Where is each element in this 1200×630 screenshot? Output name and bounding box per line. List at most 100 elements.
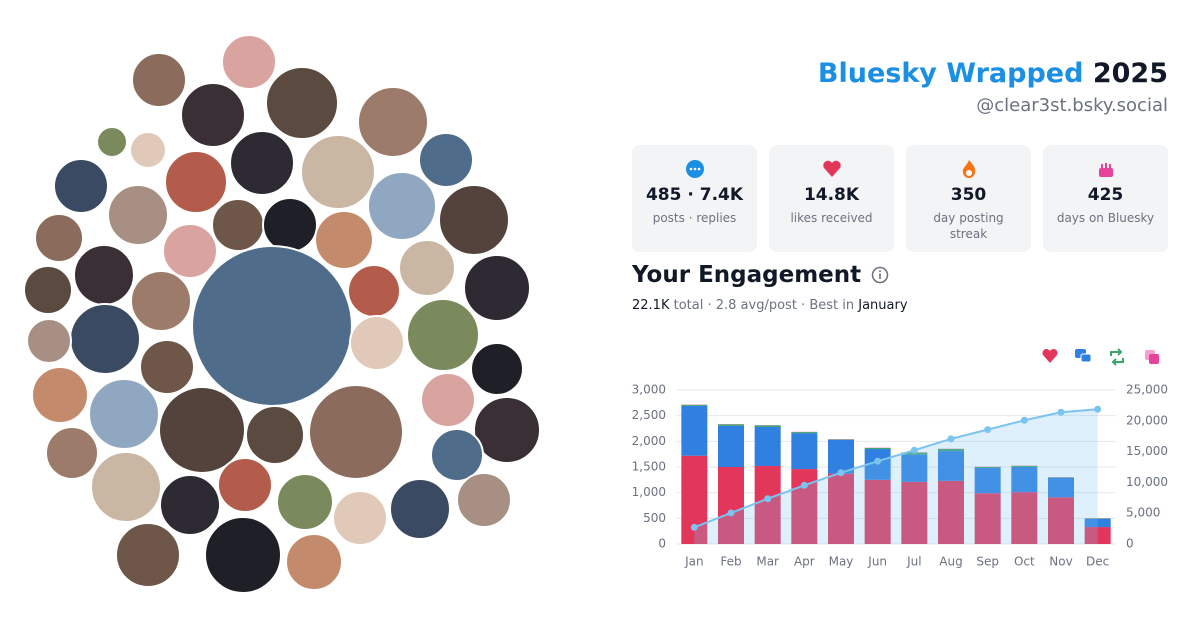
legend-icon [1042,348,1058,363]
avatar [139,339,195,395]
avatar [300,134,376,210]
y-tick-label: 1,500 [632,460,666,474]
stat-card: 425 days on Bluesky [1043,145,1168,252]
avatar [115,522,181,588]
bar-segment [828,439,854,440]
avatar [211,198,265,252]
bar-segment [754,426,781,466]
avatar [470,342,524,396]
bar-segment [864,479,891,544]
avatar [347,264,401,318]
x-tick-label: Dec [1086,555,1109,569]
summary: 22.1K total · 2.8 avg/post · Best in Jan… [632,298,908,313]
avatar [357,86,429,158]
x-tick-label: Nov [1049,555,1072,569]
avatar [107,184,169,246]
bar-segment [1011,492,1038,544]
stat-card: 350 day posting streak [906,145,1031,252]
summary-total: 22.1K [632,298,670,313]
bar-segment [681,404,708,406]
stat-cards: 485 · 7.4K posts · replies 14.8K likes rec… [632,145,1168,252]
bar-segment [1011,465,1038,467]
line-point [984,426,992,434]
bar-segment [864,448,891,450]
legend-icon [1149,354,1159,364]
y-tick-label: 500 [643,511,666,525]
info-icon[interactable] [871,266,889,284]
y2-tick-label: 25,000 [1126,383,1168,397]
avatar [164,150,228,214]
avatar [314,210,374,270]
bar-segment [974,493,1001,544]
header: Bluesky Wrapped 2025 @clear3st.bsky.soci… [818,58,1168,116]
avatar [332,490,388,546]
bar-segment [1048,477,1074,498]
bar-segment [974,468,1001,494]
legend-icon [1080,353,1092,363]
line-point [764,495,772,503]
avatar [217,457,273,513]
line-point [1020,416,1028,424]
avatar [129,131,167,169]
bar-segment [1084,518,1111,528]
avatar [23,265,73,315]
bar-segment [901,454,928,482]
stat-value: 14.8K [803,185,860,205]
bar-segment [901,481,928,544]
x-tick-label: Apr [794,555,815,569]
stat-card: 14.8K likes received [769,145,894,252]
y-tick-label: 0 [658,537,666,551]
avatar [245,405,305,465]
line-point [910,446,918,454]
avatar [180,82,246,148]
engagement: Your Engagement 22.1K total · 2.8 avg/po… [632,262,908,313]
avatar [473,396,541,464]
avatar [73,244,135,306]
x-tick-label: Jan [684,555,704,569]
line-point [800,481,808,489]
icon [685,160,704,178]
y2-tick-label: 15,000 [1126,444,1168,458]
avatar [438,184,510,256]
bar-segment [828,473,854,544]
avatar [162,223,218,279]
avatar [53,158,109,214]
avatar [34,213,84,263]
y2-tick-label: 5,000 [1126,506,1160,520]
section-title-text: Your Engagement [632,262,862,288]
avatar [367,171,437,241]
bar-segment [754,465,781,544]
line-point [1094,405,1102,413]
bar-segment [791,433,818,470]
legend-icon [1110,348,1124,366]
bar-segment [1048,477,1074,478]
x-tick-label: Oct [1014,555,1035,569]
y-tick-label: 1,000 [632,485,666,499]
x-tick-label: Sep [976,555,999,569]
bar-segment [681,405,708,456]
avatar [276,473,334,531]
line-point [874,457,882,465]
avatar [430,428,484,482]
avatar [285,533,343,591]
avatar [69,303,141,375]
icon [822,160,841,177]
avatar [308,384,404,480]
avatar [31,366,89,424]
avatar [131,52,187,108]
avatar [463,254,531,322]
avatar [204,516,282,594]
summary-best: January [858,298,908,313]
avatar [88,378,160,450]
bar-segment [938,480,964,544]
line-point [947,435,955,443]
avatar [456,472,512,528]
title: Bluesky Wrapped 2025 [818,58,1168,89]
avatar [262,197,318,253]
bar-segment [1048,497,1074,544]
avatar [265,66,339,140]
avatar [349,315,405,371]
line-point [1057,408,1065,416]
avatar [389,478,451,540]
